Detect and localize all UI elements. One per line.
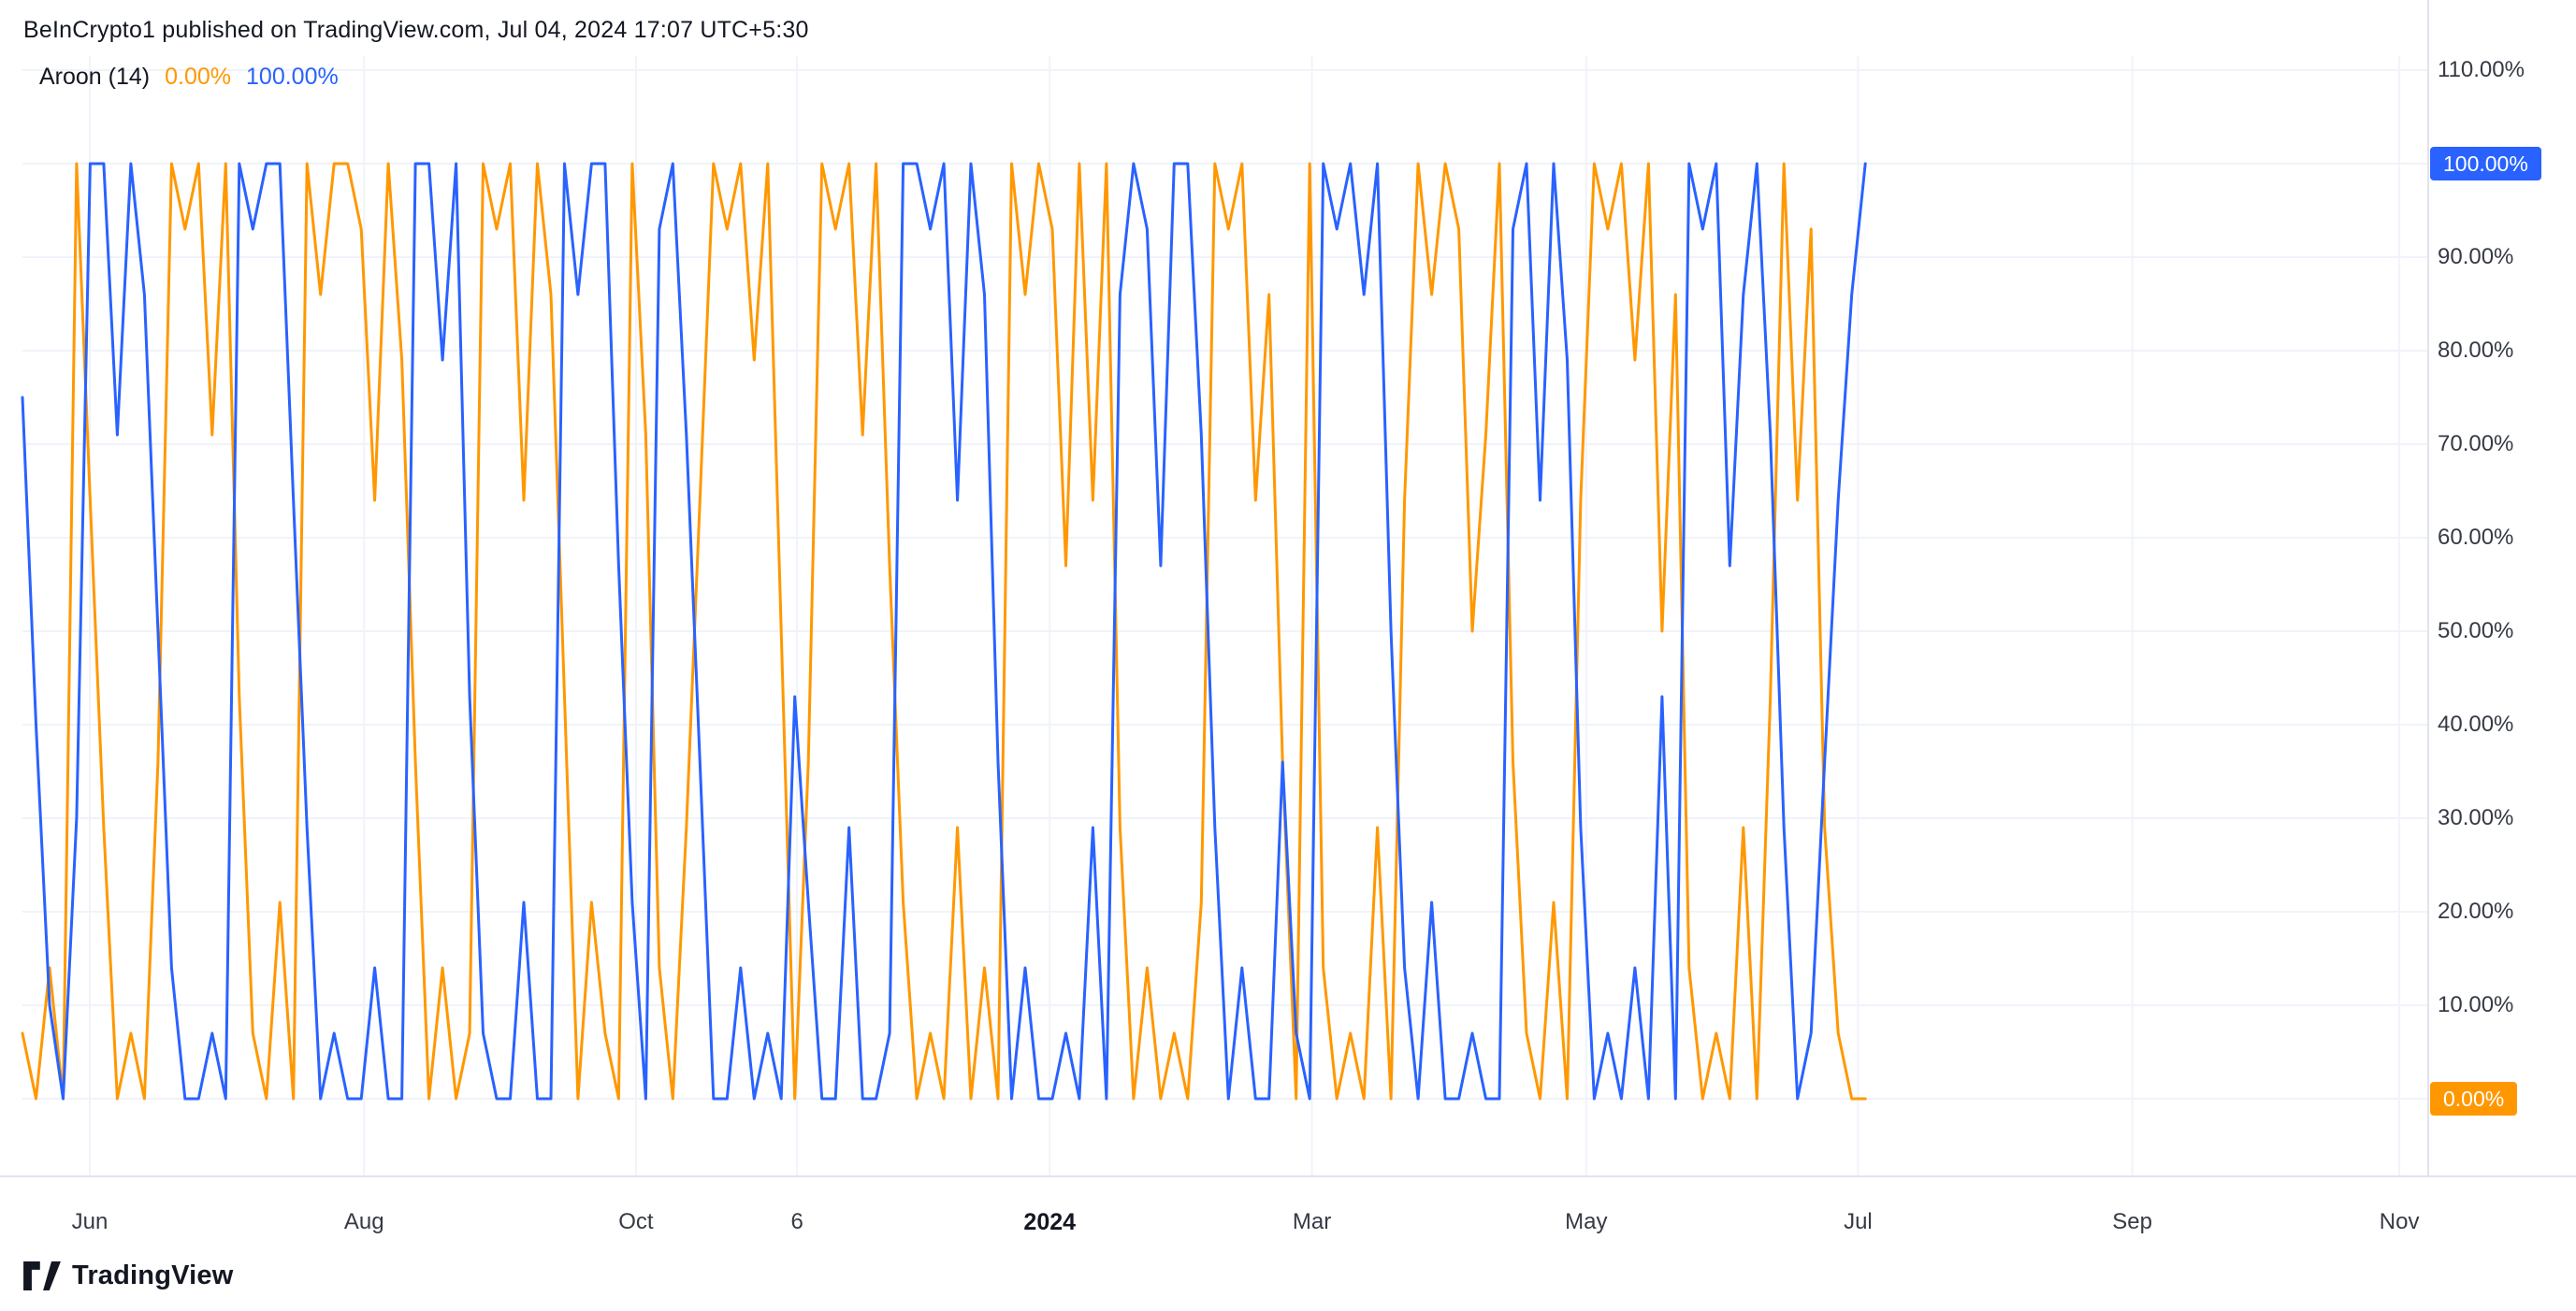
- x-axis-label: Jul: [1844, 1209, 1873, 1234]
- aroon-down-value: 100.00%: [246, 64, 339, 90]
- x-axis-label: Oct: [618, 1209, 654, 1234]
- x-axis-label: Jun: [71, 1209, 109, 1234]
- y-axis-label: 40.00%: [2438, 712, 2514, 737]
- x-axis-label: May: [1565, 1209, 1608, 1234]
- x-axis-label: 2024: [1023, 1209, 1077, 1235]
- indicator-legend: Aroon (14) 0.00% 100.00%: [39, 64, 339, 91]
- x-axis-label: Nov: [2379, 1209, 2420, 1234]
- y-axis-label: 70.00%: [2438, 431, 2514, 456]
- tradingview-logo-icon: [23, 1261, 61, 1290]
- x-axis-label: Mar: [1292, 1209, 1332, 1234]
- y-axis-label: 80.00%: [2438, 338, 2514, 363]
- y-axis-label: 50.00%: [2438, 618, 2514, 643]
- y-axis-label: 30.00%: [2438, 805, 2514, 830]
- y-axis-badge: 0.00%: [2430, 1082, 2518, 1116]
- y-axis-label: 10.00%: [2438, 992, 2514, 1017]
- series-aroon-down: [21, 162, 1867, 1101]
- y-axis-label: 110.00%: [2438, 57, 2525, 82]
- aroon-up-value: 0.00%: [165, 64, 232, 90]
- tradingview-brand-text: TradingView: [72, 1261, 234, 1290]
- y-axis-label: 90.00%: [2438, 244, 2514, 269]
- series-aroon-up: [21, 162, 1867, 1101]
- x-axis-label: Sep: [2112, 1209, 2152, 1234]
- y-axis-badge: 100.00%: [2430, 147, 2541, 180]
- publish-header: BeInCrypto1 published on TradingView.com…: [23, 17, 809, 43]
- indicator-title[interactable]: Aroon (14): [39, 64, 151, 90]
- y-axis-label: 60.00%: [2438, 525, 2514, 550]
- tradingview-attribution[interactable]: TradingView: [23, 1261, 234, 1291]
- x-axis-label: 6: [790, 1209, 803, 1234]
- y-axis-label: 20.00%: [2438, 899, 2514, 924]
- x-axis-label: Aug: [343, 1209, 384, 1234]
